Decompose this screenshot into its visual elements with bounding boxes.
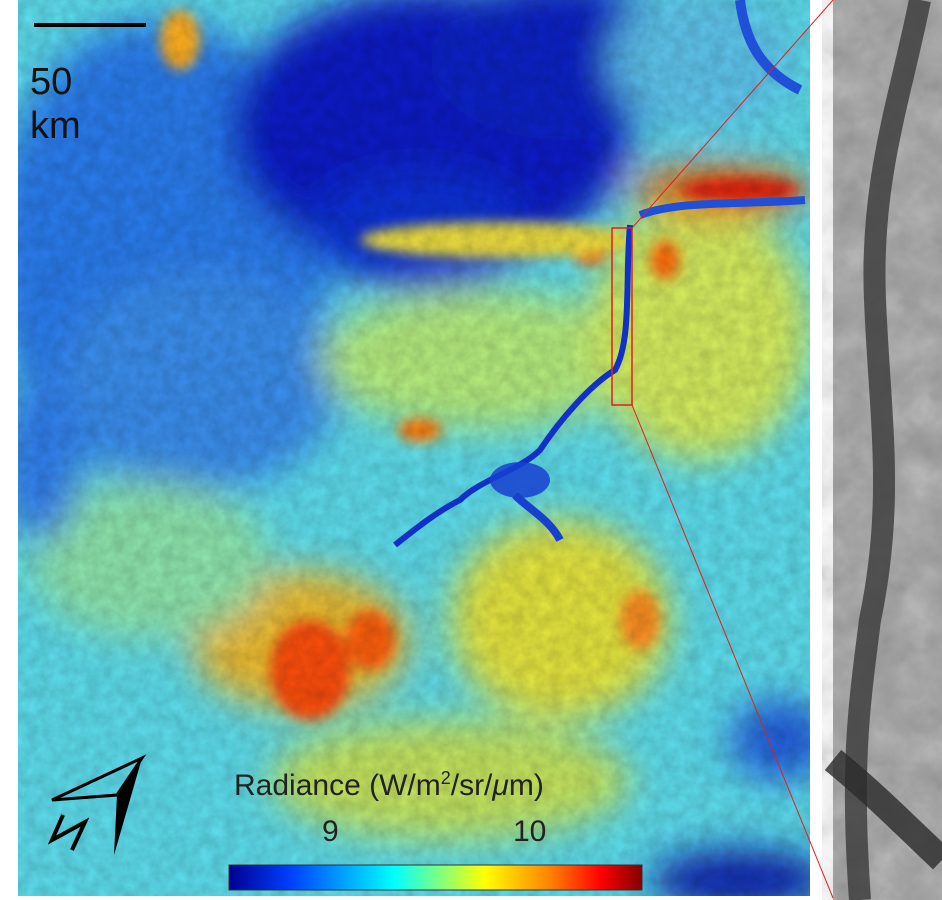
river [393,224,633,548]
colorbar-tick-9: 9 [322,815,339,848]
zoom-box [611,227,633,406]
scale-unit: km [30,105,81,147]
colorbar-title-sup: 2 [440,768,451,788]
colorbar-title-mu: μ [492,769,509,802]
north-arrow-icon [47,754,147,855]
colorbar-title: Radiance (W/m2/sr/μm) [234,768,544,803]
scale-value: 50 [30,61,73,103]
connector-line-top [631,0,834,229]
colorbar-title-prefix: Radiance (W/m [234,769,441,802]
colorbar-title-suffix: /sr/ [450,769,493,802]
map-image [18,0,810,896]
colorbar [228,864,643,891]
scale-label: 50 km [30,60,81,148]
colorbar-tick-10: 10 [513,815,547,848]
inset-image [824,0,942,900]
connector-line-bottom [631,404,834,899]
colorbar-title-end: m) [508,769,544,802]
